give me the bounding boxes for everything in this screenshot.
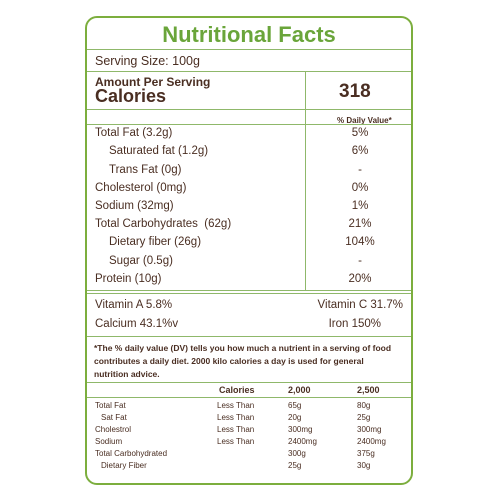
footer-row-label: Sat Fat xyxy=(101,413,127,422)
nutrition-title: Nutritional Facts xyxy=(162,22,336,47)
footer-row-v1: 300mg xyxy=(288,425,313,434)
footer-row-label: Dietary Fiber xyxy=(101,461,147,470)
nutrient-label: Sodium (32mg) xyxy=(95,200,174,212)
nutrient-label: Protein (10g) xyxy=(95,273,162,285)
nutrition-facts-card: Nutritional Facts Serving Size: 100g Amo… xyxy=(85,16,413,485)
divider xyxy=(87,71,411,72)
nutrient-label: Total Carbohydrates (62g) xyxy=(95,218,232,230)
footer-row-v2: 80g xyxy=(357,401,371,410)
footer-header-calories: Calories xyxy=(219,385,255,395)
nutrient-value: 21% xyxy=(348,218,372,230)
nutrient-value: 6% xyxy=(351,145,369,157)
nutrient-value: 0% xyxy=(351,182,369,194)
divider xyxy=(87,397,411,398)
daily-value-header: % Daily Value* xyxy=(337,116,392,125)
divider xyxy=(87,290,411,291)
daily-value-footnote: *The % daily value (DV) tells you how mu… xyxy=(94,343,392,379)
divider xyxy=(87,49,411,50)
nutrient-value: 5% xyxy=(351,127,369,139)
nutrient-label: Dietary fiber (26g) xyxy=(109,236,202,248)
footer-row-v2: 30g xyxy=(357,461,371,470)
calories-value: 318 xyxy=(339,81,371,102)
nutrient-value: 20% xyxy=(348,273,372,285)
divider xyxy=(87,124,411,125)
footer-row-label: Sodium xyxy=(95,437,123,446)
footer-row-cond: Less Than xyxy=(217,401,255,410)
footer-header-2000: 2,000 xyxy=(288,385,311,395)
divider xyxy=(87,336,411,337)
divider xyxy=(87,382,411,383)
nutrient-label: Saturated fat (1.2g) xyxy=(109,145,209,157)
vitamin-a: Vitamin A 5.8% xyxy=(95,299,173,311)
nutrient-value: 1% xyxy=(351,200,369,212)
footer-row-v1: 20g xyxy=(288,413,302,422)
footer-row-cond: Less Than xyxy=(217,413,255,422)
nutrient-value: - xyxy=(358,164,362,176)
iron: Iron 150% xyxy=(328,318,381,330)
serving-size: Serving Size: 100g xyxy=(95,54,200,68)
footer-row-cond: Less Than xyxy=(217,425,255,434)
divider xyxy=(87,293,411,294)
footer-row-v2: 300mg xyxy=(357,425,382,434)
nutrient-value: 104% xyxy=(345,236,375,248)
footer-row-label: Total Fat xyxy=(95,401,126,410)
footer-header-2500: 2,500 xyxy=(357,385,380,395)
footer-row-v2: 2400mg xyxy=(357,437,386,446)
column-divider xyxy=(305,71,306,290)
nutrient-label: Trans Fat (0g) xyxy=(109,164,182,176)
footer-row-v1: 2400mg xyxy=(288,437,317,446)
footer-row-label: Cholestrol xyxy=(95,425,132,434)
footer-row-v1: 300g xyxy=(288,449,306,458)
nutrient-label: Sugar (0.5g) xyxy=(109,255,173,267)
footer-row-label: Total Carbohydrated xyxy=(95,449,168,458)
amount-per-serving-label: Amount Per Serving xyxy=(95,75,211,89)
vitamin-c: Vitamin C 31.7% xyxy=(317,299,403,311)
nutrient-label: Total Fat (3.2g) xyxy=(95,127,173,139)
footer-row-v2: 375g xyxy=(357,449,375,458)
nutrient-value: - xyxy=(358,255,362,267)
divider xyxy=(87,109,411,110)
footer-row-cond: Less Than xyxy=(217,437,255,446)
nutrient-label: Cholesterol (0mg) xyxy=(95,182,187,194)
footer-row-v1: 25g xyxy=(288,461,302,470)
calcium: Calcium 43.1%v xyxy=(95,318,179,330)
footer-row-v2: 25g xyxy=(357,413,371,422)
footer-row-v1: 65g xyxy=(288,401,302,410)
calories-label: Calories xyxy=(95,86,167,106)
